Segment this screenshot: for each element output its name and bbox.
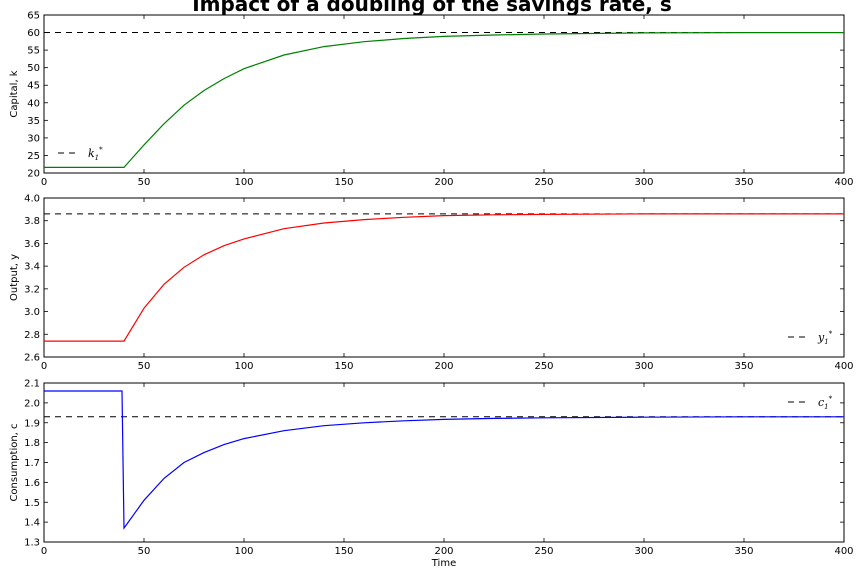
output-axes-frame: [43, 197, 845, 358]
capital-ytick-label: 25: [27, 151, 40, 162]
consumption-legend-label: c1*: [818, 395, 833, 411]
consumption-xtick-label: 50: [138, 546, 151, 557]
consumption-ytick-label: 1.9: [24, 418, 40, 429]
capital-ytick-label: 55: [27, 46, 40, 57]
consumption-xtick-label: 300: [634, 546, 653, 557]
output-xtick-label: 150: [334, 361, 353, 372]
consumption-ytick-label: 1.5: [24, 498, 40, 509]
consumption-ytick-label: 1.8: [24, 438, 40, 449]
output-ytick-label: 2.6: [24, 353, 40, 364]
output-xtick-label: 250: [534, 361, 553, 372]
output-ytick-label: 3.2: [24, 284, 40, 295]
output-xtick-label: 0: [41, 361, 47, 372]
output-xtick-label: 400: [834, 361, 853, 372]
output-series-line: [44, 213, 844, 342]
capital-xtick-label: 200: [434, 177, 453, 188]
capital-ytick-label: 45: [27, 81, 40, 92]
capital-xtick-label: 350: [734, 177, 753, 188]
capital-xtick-label: 250: [534, 177, 553, 188]
capital-xtick-label: 0: [41, 177, 47, 188]
output-ytick-label: 4.0: [24, 194, 40, 205]
consumption-xlabel: Time: [431, 558, 456, 569]
capital-ytick-label: 30: [27, 133, 40, 144]
output-xtick-label: 200: [434, 361, 453, 372]
output-legend: y1*: [788, 330, 833, 346]
capital-xtick-label: 100: [234, 177, 253, 188]
output-ytick-label: 3.6: [24, 239, 40, 250]
capital-legend: k1*: [58, 146, 103, 162]
output-ytick-label: 2.8: [24, 330, 40, 341]
consumption-legend: c1*: [788, 395, 833, 411]
capital-series-line: [44, 31, 844, 168]
capital-ytick-label: 40: [27, 98, 40, 109]
consumption-series-line: [44, 390, 844, 530]
output-legend-label: y1*: [817, 330, 833, 346]
capital-ytick-label: 65: [27, 11, 40, 22]
consumption-ytick-label: 1.7: [24, 458, 40, 469]
capital-xtick-label: 400: [834, 177, 853, 188]
consumption-xtick-label: 250: [534, 546, 553, 557]
consumption-xtick-label: 200: [434, 546, 453, 557]
chart-title: Impact of a doubling of the savings rate…: [192, 0, 672, 16]
output-ytick-label: 3.4: [24, 262, 40, 273]
consumption-axes-frame: [43, 382, 845, 543]
capital-axes-frame: [43, 14, 845, 174]
output-xtick-label: 50: [138, 361, 151, 372]
capital-ytick-label: 35: [27, 116, 40, 127]
consumption-ytick-label: 2.1: [24, 379, 40, 390]
output-ytick-label: 3.8: [24, 216, 40, 227]
output-panel: 0 50 100 150 200 250 300 350 400 2.6 2.8 3.0 3.2 3.4 3…: [9, 194, 854, 373]
output-xtick-label: 100: [234, 361, 253, 372]
capital-panel: 0 50 100 150 200 250 300 350 400 20 25 30 35 40 45 50 55…: [9, 11, 854, 189]
capital-ylabel: Capital, k: [9, 70, 20, 117]
capital-xtick-label: 300: [634, 177, 653, 188]
output-ytick-label: 3.0: [24, 307, 40, 318]
consumption-ytick-label: 2.0: [24, 398, 40, 409]
capital-ytick-label: 20: [27, 169, 40, 180]
consumption-xtick-label: 350: [734, 546, 753, 557]
output-xtick-label: 300: [634, 361, 653, 372]
consumption-xtick-label: 400: [834, 546, 853, 557]
consumption-ytick-label: 1.6: [24, 478, 40, 489]
output-xtick-label: 350: [734, 361, 753, 372]
consumption-ytick-label: 1.3: [24, 538, 40, 549]
consumption-ylabel: Consumption, c: [9, 423, 20, 501]
capital-legend-label: k1*: [88, 146, 103, 162]
output-ylabel: Output, y: [9, 254, 20, 301]
capital-xtick-label: 150: [334, 177, 353, 188]
consumption-xtick-label: 0: [41, 546, 47, 557]
consumption-panel: 0 50 100 150 200 250 300 350 400 1.3 1.4 1.5 1.6 1.7 1…: [9, 379, 854, 570]
capital-xtick-label: 50: [138, 177, 151, 188]
consumption-xtick-label: 100: [234, 546, 253, 557]
capital-ytick-label: 60: [27, 28, 40, 39]
consumption-ytick-label: 1.4: [24, 518, 40, 529]
capital-ytick-label: 50: [27, 63, 40, 74]
consumption-xtick-label: 150: [334, 546, 353, 557]
